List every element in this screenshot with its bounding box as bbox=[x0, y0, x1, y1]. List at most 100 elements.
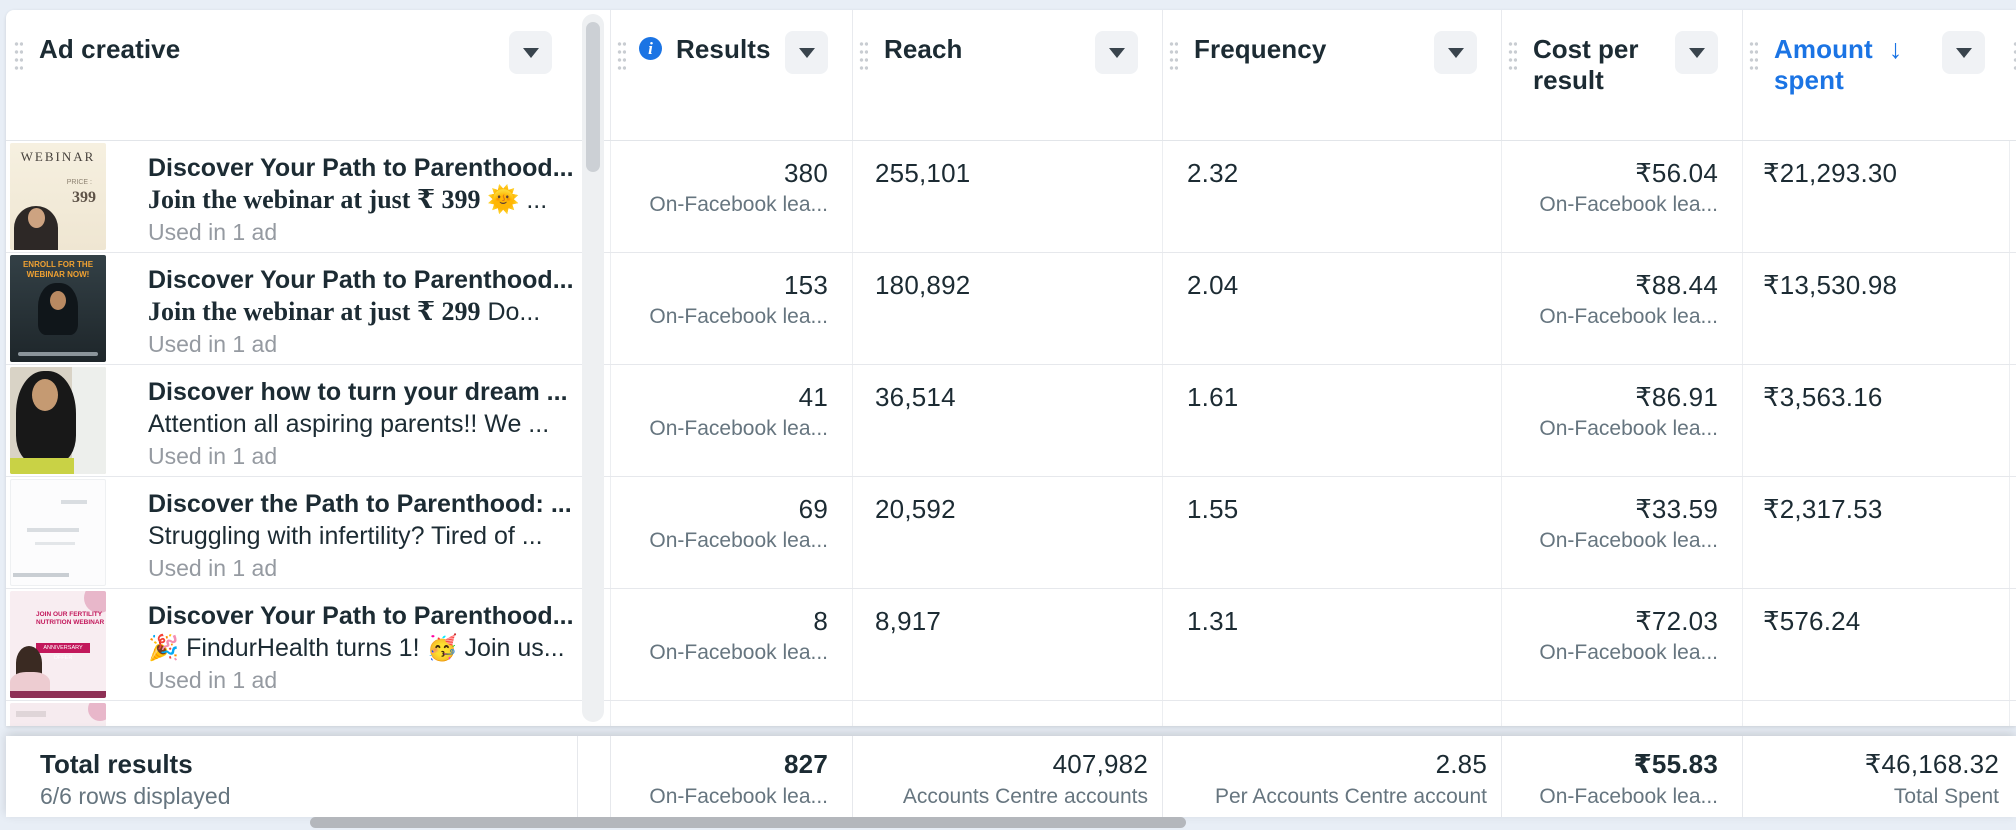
results-value: 8 bbox=[813, 606, 828, 636]
totals-results-value: 827 bbox=[784, 749, 828, 779]
amount-spent-cell: ₹13,530.98 bbox=[1742, 253, 2009, 364]
ad-title: Discover the Path to Parenthood: ... bbox=[148, 490, 572, 518]
drag-handle-icon[interactable] bbox=[859, 40, 868, 70]
totals-row: Total results 6/6 rows displayed 827 On-… bbox=[6, 736, 2016, 817]
frequency-cell: 1.31 bbox=[1162, 589, 1501, 700]
reach-value: 36,514 bbox=[875, 382, 956, 412]
cost-sublabel: On-Facebook lea... bbox=[1539, 641, 1718, 664]
thumb-art bbox=[16, 711, 46, 717]
amount-spent-cell bbox=[1742, 701, 2009, 726]
column-label: Frequency bbox=[1194, 34, 1327, 64]
cost-per-result-cell bbox=[1501, 701, 1742, 726]
next-column-edge bbox=[2009, 365, 2016, 476]
thumb-art bbox=[10, 691, 106, 698]
vertical-scrollbar-thumb[interactable] bbox=[586, 22, 600, 172]
totals-frequency-sublabel: Per Accounts Centre account bbox=[1215, 785, 1487, 808]
amount-spent-cell: ₹2,317.53 bbox=[1742, 477, 2009, 588]
ad-thumbnail[interactable] bbox=[10, 367, 106, 474]
column-options-button[interactable] bbox=[1434, 31, 1477, 74]
cost-value: ₹56.04 bbox=[1635, 158, 1718, 188]
frequency-value: 1.61 bbox=[1187, 382, 1239, 412]
drag-handle-icon[interactable] bbox=[617, 40, 626, 70]
vertical-scrollbar-track[interactable] bbox=[582, 14, 604, 722]
caret-down-icon bbox=[1108, 47, 1125, 58]
next-column-edge bbox=[2009, 141, 2016, 252]
ad-creative-text: Discover Your Path to Parenthood... 🎉 Fi… bbox=[148, 591, 574, 700]
column-header-results[interactable]: i Results bbox=[610, 10, 852, 140]
ad-thumbnail[interactable]: ENROLL FOR THE WEBINAR NOW! bbox=[10, 255, 106, 362]
ad-creative-cell[interactable]: JOIN OUR FERTILITY NUTRITION WEBINAR ANNI… bbox=[6, 589, 578, 700]
column-header-reach[interactable]: Reach bbox=[852, 10, 1162, 140]
ad-creative-cell[interactable]: Discover the Path to Parenthood: ... Str… bbox=[6, 477, 578, 588]
frequency-cell bbox=[1162, 701, 1501, 726]
column-label: Reach bbox=[884, 34, 963, 64]
rows-displayed-label: 6/6 rows displayed bbox=[40, 783, 231, 809]
thumb-art bbox=[88, 703, 106, 721]
ad-thumbnail[interactable]: WEBINAR PRICE : 399 bbox=[10, 143, 106, 250]
results-cell: 153 On-Facebook lea... bbox=[610, 253, 852, 364]
next-column-edge bbox=[2009, 253, 2016, 364]
column-label-line1: Amount bbox=[1774, 34, 1873, 64]
ad-creative-cell[interactable]: ENROLL FOR THE WEBINAR NOW! Discover Your… bbox=[6, 253, 578, 364]
spent-value: ₹3,563.16 bbox=[1763, 382, 1883, 412]
thumb-art bbox=[84, 591, 106, 613]
reach-cell: 8,917 bbox=[852, 589, 1162, 700]
spent-value: ₹21,293.30 bbox=[1763, 158, 1898, 188]
column-options-button[interactable] bbox=[1942, 31, 1985, 74]
drag-handle-icon[interactable] bbox=[1169, 40, 1178, 70]
results-value: 153 bbox=[784, 270, 828, 300]
results-value: 69 bbox=[798, 494, 828, 524]
thumb-art-text: 399 bbox=[72, 189, 96, 206]
ad-creative-cell[interactable]: WEBINAR PRICE : 399 Discover Your Path t… bbox=[6, 141, 578, 252]
cost-per-result-cell: ₹86.91 On-Facebook lea... bbox=[1501, 365, 1742, 476]
ad-body-text: Do... bbox=[480, 298, 541, 326]
ad-creative-cell[interactable] bbox=[6, 701, 578, 726]
drag-handle-icon[interactable] bbox=[1508, 40, 1517, 70]
ad-body-text: Attention all aspiring parents!! We ... bbox=[148, 410, 550, 438]
reach-value: 20,592 bbox=[875, 494, 956, 524]
column-header-cost-per-result[interactable]: Cost per result bbox=[1501, 10, 1742, 140]
table-row: ENROLL FOR THE WEBINAR NOW! Discover Your… bbox=[6, 253, 2016, 365]
results-sublabel: On-Facebook lea... bbox=[649, 641, 828, 664]
ad-body-text: 🎉 FindurHealth turns 1! 🥳 Join us... bbox=[148, 634, 565, 662]
drag-handle-icon[interactable] bbox=[14, 40, 23, 70]
totals-spent-value: ₹46,168.32 bbox=[1864, 749, 1999, 779]
ad-thumbnail[interactable]: JOIN OUR FERTILITY NUTRITION WEBINAR ANNI… bbox=[10, 591, 106, 698]
column-options-button[interactable] bbox=[1095, 31, 1138, 74]
frequency-value: 1.55 bbox=[1187, 494, 1239, 524]
column-options-button[interactable] bbox=[1675, 31, 1718, 74]
column-label: Results bbox=[676, 34, 771, 64]
drag-handle-icon[interactable] bbox=[1749, 40, 1758, 70]
column-label: Ad creative bbox=[39, 34, 181, 64]
column-header-ad-creative[interactable]: Ad creative bbox=[6, 10, 578, 140]
ad-title: Discover Your Path to Parenthood... bbox=[148, 154, 574, 182]
results-sublabel: On-Facebook lea... bbox=[649, 529, 828, 552]
column-header-frequency[interactable]: Frequency bbox=[1162, 10, 1501, 140]
column-options-button[interactable] bbox=[785, 31, 828, 74]
drag-handle-icon[interactable] bbox=[2013, 40, 2016, 70]
info-icon[interactable]: i bbox=[639, 37, 662, 60]
ad-creative-cell[interactable]: Discover how to turn your dream ... Atte… bbox=[6, 365, 578, 476]
results-sublabel: On-Facebook lea... bbox=[649, 417, 828, 440]
ad-thumbnail[interactable] bbox=[10, 703, 106, 726]
reach-cell: 20,592 bbox=[852, 477, 1162, 588]
caret-down-icon bbox=[798, 47, 815, 58]
thumb-art bbox=[10, 458, 74, 474]
cost-value: ₹88.44 bbox=[1635, 270, 1718, 300]
horizontal-scrollbar-thumb[interactable] bbox=[310, 817, 1186, 828]
cost-per-result-cell: ₹72.03 On-Facebook lea... bbox=[1501, 589, 1742, 700]
ad-thumbnail[interactable] bbox=[10, 479, 106, 586]
caret-down-icon bbox=[1955, 47, 1972, 58]
thumb-art bbox=[13, 573, 69, 577]
cost-sublabel: On-Facebook lea... bbox=[1539, 305, 1718, 328]
next-column-edge bbox=[2009, 736, 2016, 817]
amount-spent-cell: ₹3,563.16 bbox=[1742, 365, 2009, 476]
cost-per-result-cell: ₹33.59 On-Facebook lea... bbox=[1501, 477, 1742, 588]
column-options-button[interactable] bbox=[509, 31, 552, 74]
amount-spent-cell: ₹21,293.30 bbox=[1742, 141, 2009, 252]
column-header-amount-spent[interactable]: Amount ↓ spent bbox=[1742, 10, 2009, 140]
sort-descending-icon[interactable]: ↓ bbox=[1888, 34, 1903, 64]
totals-results-cell: 827 On-Facebook lea... bbox=[610, 736, 852, 817]
reach-value: 180,892 bbox=[875, 270, 971, 300]
thumb-art bbox=[50, 291, 66, 310]
